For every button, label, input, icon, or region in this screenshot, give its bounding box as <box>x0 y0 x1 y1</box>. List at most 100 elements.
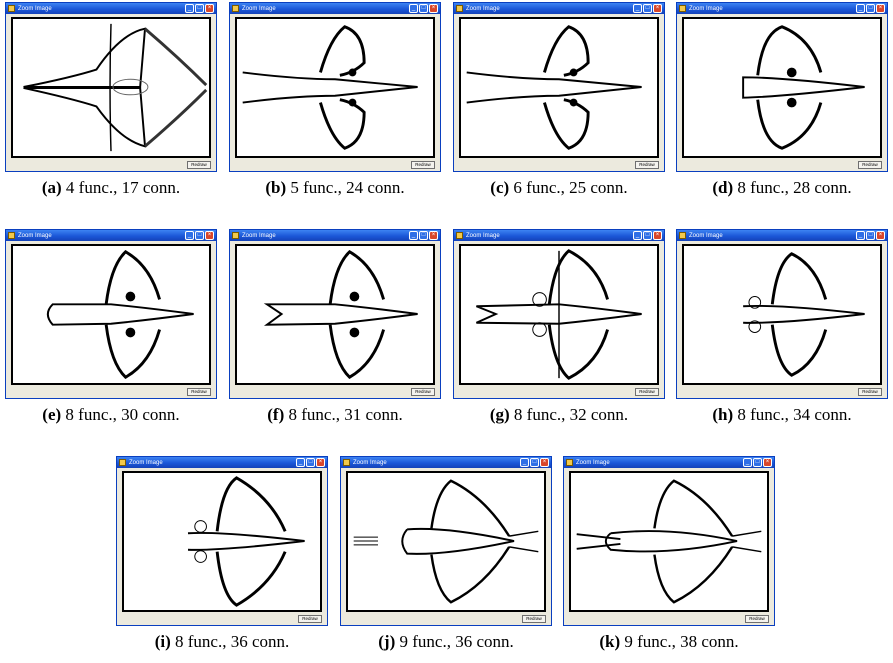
zoom-image-window: Zoom Image _ □ × Redraw <box>340 456 552 626</box>
minimize-icon[interactable]: _ <box>856 231 865 240</box>
panel-j: Zoom Image _ □ × Redraw (j) 9 func., 36 co… <box>340 456 552 652</box>
window-titlebar[interactable]: Zoom Image _ □ × <box>454 3 664 14</box>
redraw-button[interactable]: Redraw <box>411 388 435 396</box>
maximize-icon[interactable]: □ <box>753 458 762 467</box>
caption-text: 8 func., 32 conn. <box>509 405 629 424</box>
minimize-icon[interactable]: _ <box>856 4 865 13</box>
redraw-button[interactable]: Redraw <box>187 388 211 396</box>
window-titlebar[interactable]: Zoom Image _ □ × <box>454 230 664 241</box>
close-icon[interactable]: × <box>205 4 214 13</box>
minimize-icon[interactable]: _ <box>743 458 752 467</box>
evolved-image <box>46 250 194 379</box>
caption: (h) 8 func., 34 conn. <box>676 405 888 425</box>
maximize-icon[interactable]: □ <box>530 458 539 467</box>
window-titlebar[interactable]: Zoom Image _ □ × <box>230 230 440 241</box>
maximize-icon[interactable]: □ <box>419 4 428 13</box>
minimize-icon[interactable]: _ <box>520 458 529 467</box>
redraw-button[interactable]: Redraw <box>858 388 882 396</box>
window-title: Zoom Image <box>466 232 500 239</box>
minimize-icon[interactable]: _ <box>633 231 642 240</box>
maximize-icon[interactable]: □ <box>306 458 315 467</box>
redraw-button[interactable]: Redraw <box>411 161 435 169</box>
caption-text: 8 func., 28 conn. <box>733 178 852 197</box>
maximize-icon[interactable]: □ <box>195 4 204 13</box>
image-canvas <box>235 17 435 158</box>
close-icon[interactable]: × <box>540 458 549 467</box>
maximize-icon[interactable]: □ <box>195 231 204 240</box>
minimize-icon[interactable]: _ <box>296 458 305 467</box>
image-canvas <box>682 17 882 158</box>
maximize-icon[interactable]: □ <box>643 231 652 240</box>
window-titlebar[interactable]: Zoom Image _ □ × <box>341 457 551 468</box>
evolved-image <box>742 25 865 150</box>
redraw-button[interactable]: Redraw <box>635 388 659 396</box>
redraw-button[interactable]: Redraw <box>635 161 659 169</box>
app-icon <box>232 5 239 12</box>
window-titlebar[interactable]: Zoom Image _ □ × <box>677 230 887 241</box>
zoom-image-window: Zoom Image _ □ × Redraw <box>563 456 775 626</box>
maximize-icon[interactable]: □ <box>866 4 875 13</box>
redraw-button[interactable]: Redraw <box>187 161 211 169</box>
window-titlebar[interactable]: Zoom Image _ □ × <box>117 457 327 468</box>
window-titlebar[interactable]: Zoom Image _ □ × <box>6 3 216 14</box>
window-titlebar[interactable]: Zoom Image _ □ × <box>230 3 440 14</box>
window-titlebar[interactable]: Zoom Image _ □ × <box>564 457 774 468</box>
zoom-image-window: Zoom Image _ □ × Redraw <box>676 229 888 399</box>
close-icon[interactable]: × <box>653 231 662 240</box>
redraw-button[interactable]: Redraw <box>745 615 769 623</box>
evolved-image <box>23 23 208 152</box>
zoom-image-window: Zoom Image _ □ × Redraw <box>453 229 665 399</box>
zoom-image-window: Zoom Image _ □ × Redraw <box>676 2 888 172</box>
minimize-icon[interactable]: _ <box>185 231 194 240</box>
panel-d: Zoom Image _ □ × Redraw (d) 8 func., 28 co… <box>676 2 888 198</box>
caption: (i) 8 func., 36 conn. <box>116 632 328 652</box>
close-icon[interactable]: × <box>876 231 885 240</box>
window-title: Zoom Image <box>576 459 610 466</box>
minimize-icon[interactable]: _ <box>409 4 418 13</box>
app-icon <box>456 5 463 12</box>
close-icon[interactable]: × <box>653 4 662 13</box>
close-icon[interactable]: × <box>763 458 772 467</box>
redraw-button[interactable]: Redraw <box>522 615 546 623</box>
caption-text: 4 func., 17 conn. <box>61 178 181 197</box>
caption-label: (j) <box>378 632 396 651</box>
close-icon[interactable]: × <box>205 231 214 240</box>
caption-label: (b) <box>265 178 287 197</box>
caption-label: (i) <box>154 632 171 651</box>
maximize-icon[interactable]: □ <box>866 231 875 240</box>
window-titlebar[interactable]: Zoom Image _ □ × <box>677 3 887 14</box>
close-icon[interactable]: × <box>429 4 438 13</box>
image-canvas <box>569 471 769 612</box>
maximize-icon[interactable]: □ <box>419 231 428 240</box>
window-titlebar[interactable]: Zoom Image _ □ × <box>6 230 216 241</box>
zoom-image-window: Zoom Image _ □ × Redraw <box>453 2 665 172</box>
app-icon <box>679 232 686 239</box>
caption-text: 6 func., 25 conn. <box>509 178 628 197</box>
close-icon[interactable]: × <box>316 458 325 467</box>
redraw-button[interactable]: Redraw <box>858 161 882 169</box>
close-icon[interactable]: × <box>429 231 438 240</box>
panel-k: Zoom Image _ □ × Redraw (k) 9 func., 38 co… <box>563 456 775 652</box>
window-title: Zoom Image <box>353 459 387 466</box>
image-canvas <box>459 17 659 158</box>
zoom-image-window: Zoom Image _ □ × Redraw <box>5 2 217 172</box>
evolved-image <box>242 25 418 150</box>
panel-c: Zoom Image _ □ × Redraw (c) 6 func., 25 co… <box>453 2 665 198</box>
caption-text: 8 func., 31 conn. <box>284 405 403 424</box>
panel-h: Zoom Image _ □ × Redraw (h) 8 func., 34 co… <box>676 229 888 425</box>
app-icon <box>679 5 686 12</box>
caption-label: (f) <box>267 405 285 424</box>
minimize-icon[interactable]: _ <box>185 4 194 13</box>
caption-text: 8 func., 36 conn. <box>170 632 290 651</box>
close-icon[interactable]: × <box>876 4 885 13</box>
caption: (g) 8 func., 32 conn. <box>453 405 665 425</box>
minimize-icon[interactable]: _ <box>633 4 642 13</box>
redraw-button[interactable]: Redraw <box>298 615 322 623</box>
app-icon <box>8 5 15 12</box>
window-title: Zoom Image <box>18 5 52 12</box>
minimize-icon[interactable]: _ <box>409 231 418 240</box>
maximize-icon[interactable]: □ <box>643 4 652 13</box>
panel-i: Zoom Image _ □ × Redraw (i) 8 func., 36 co… <box>116 456 328 652</box>
caption-text: 8 func., 34 conn. <box>733 405 852 424</box>
caption-label: (k) <box>599 632 621 651</box>
